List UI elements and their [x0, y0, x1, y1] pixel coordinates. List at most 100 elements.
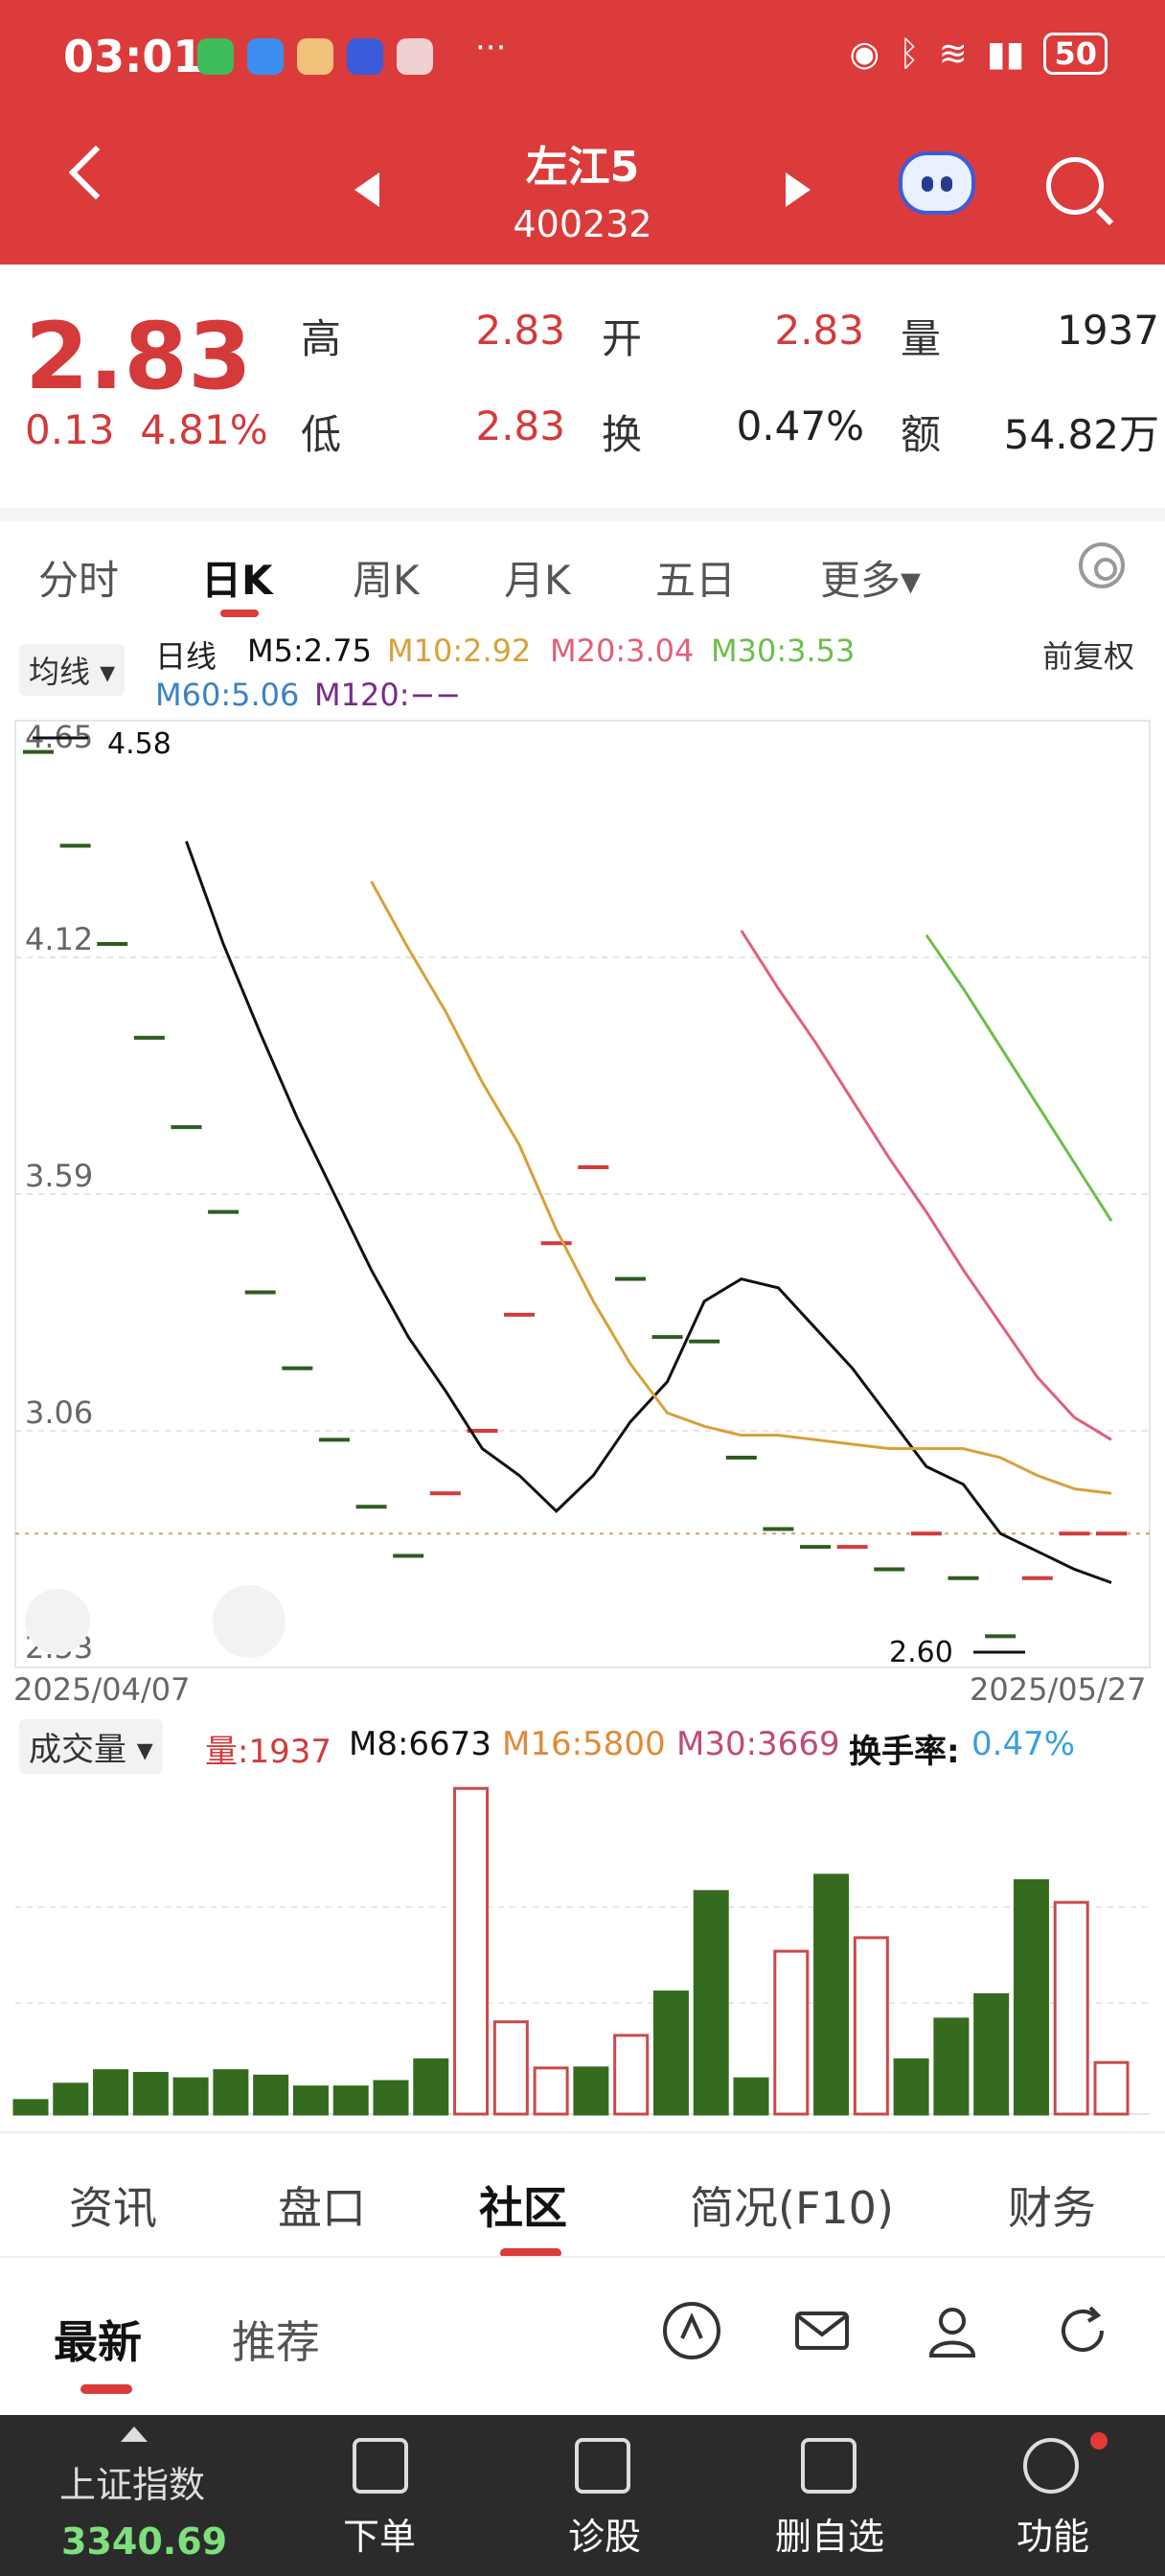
vol-m16: M16:5800 — [502, 1725, 666, 1763]
avg-line-selector[interactable]: 均线 ▾ — [19, 644, 126, 696]
remove-watchlist-icon[interactable] — [801, 2438, 857, 2494]
turnover-rate-value: 0.47% — [971, 1725, 1076, 1763]
price-change: 0.13 4.81% — [25, 406, 268, 453]
volume-bar — [733, 2077, 769, 2116]
function-icon[interactable] — [1023, 2438, 1079, 2494]
index-value: 3340.69 — [61, 2520, 228, 2563]
y-tick-label: 4.12 — [25, 921, 93, 957]
low-label: 低 — [301, 411, 342, 458]
mail-icon[interactable] — [791, 2300, 853, 2361]
m5-value: M5:2.75 — [247, 632, 372, 669]
status-app-icons — [197, 38, 433, 75]
volume-bar — [813, 1874, 850, 2116]
volume-bar — [693, 1890, 729, 2116]
search-icon[interactable] — [1046, 157, 1104, 215]
low-value: 2.83 — [475, 402, 565, 449]
tab-monthly-k[interactable]: 月K — [504, 557, 571, 604]
turnover-rate-label: 换手率: — [849, 1733, 960, 1771]
expand-left-button — [25, 1589, 90, 1654]
low-marker: 2.60 — [889, 1636, 953, 1669]
m20-value: M20:3.04 — [550, 632, 695, 669]
volume-bar — [853, 1936, 889, 2116]
volume-bar — [332, 2085, 369, 2116]
eye-icon: ◉ — [849, 34, 880, 74]
tab-weekly-k[interactable]: 周K — [353, 557, 420, 604]
volume-bar — [93, 2069, 129, 2116]
index-name[interactable]: 上证指数 — [59, 2464, 206, 2506]
y-tick-label: 3.06 — [25, 1394, 93, 1431]
info-tabs: 资讯 盘口 社区 简况(F10) 财务 — [0, 2131, 1165, 2258]
refresh-icon[interactable] — [1052, 2300, 1113, 2361]
tab-f10[interactable]: 简况(F10) — [690, 2182, 894, 2234]
volume-bar — [453, 1786, 490, 2116]
volume-label: 量 — [901, 315, 942, 362]
fullscreen-button — [213, 1585, 286, 1658]
high-marker: 4.58 — [107, 727, 171, 761]
stock-code: 400232 — [513, 203, 652, 245]
divider — [0, 508, 1165, 521]
volume-bar — [933, 2017, 970, 2116]
nav-remove-watchlist[interactable]: 删自选 — [774, 2516, 884, 2558]
app-icon — [297, 38, 333, 75]
tab-intraday[interactable]: 分时 — [38, 557, 120, 604]
settings-icon[interactable] — [1079, 542, 1125, 588]
post-icon[interactable] — [661, 2300, 722, 2361]
volume-bar — [492, 2020, 529, 2116]
m30-value: M30:3.53 — [711, 632, 856, 669]
nav-function[interactable]: 功能 — [1016, 2516, 1089, 2558]
volume-bar — [652, 1990, 689, 2116]
nav-order[interactable]: 下单 — [342, 2516, 416, 2558]
volume-bar — [1093, 2060, 1130, 2116]
order-icon[interactable] — [353, 2438, 408, 2494]
quote-panel: 2.83 0.13 4.81% 高 2.83 开 2.83 量 1937 低 2… — [0, 264, 1165, 508]
app-icon — [347, 38, 383, 75]
volume-bar — [373, 2080, 409, 2116]
signal-icon: ▮▮ — [986, 34, 1025, 74]
tab-latest[interactable]: 最新 — [54, 2316, 142, 2368]
m120-value: M120:−− — [314, 677, 462, 713]
volume-bar — [1053, 1900, 1089, 2116]
tab-daily-k[interactable]: 日K — [201, 557, 273, 604]
tab-underline — [500, 2248, 561, 2258]
volume-value: 1937 — [1057, 307, 1159, 354]
volume-bar — [973, 1992, 1010, 2116]
battery-icon: 50 — [1043, 33, 1108, 75]
vol-m30: M30:3669 — [676, 1725, 840, 1763]
volume-bar — [253, 2074, 289, 2116]
high-label: 高 — [301, 315, 342, 362]
volume-selector[interactable]: 成交量 ▾ — [19, 1719, 163, 1774]
tab-community[interactable]: 社区 — [479, 2182, 567, 2234]
expand-icon[interactable] — [121, 2426, 148, 2442]
ma-line-m5 — [185, 840, 1112, 1584]
tab-recommend[interactable]: 推荐 — [232, 2316, 320, 2368]
m60-value: M60:5.06 — [155, 677, 300, 713]
volume-bar — [213, 2069, 249, 2116]
tab-market[interactable]: 盘口 — [278, 2182, 366, 2234]
m10-value: M10:2.92 — [387, 632, 532, 669]
diagnose-icon[interactable] — [575, 2438, 630, 2494]
volume-bar — [893, 2058, 929, 2116]
end-date: 2025/05/27 — [970, 1671, 1147, 1708]
volume-bar — [292, 2085, 329, 2116]
tab-five-day[interactable]: 五日 — [655, 557, 737, 604]
tab-underline — [220, 610, 259, 617]
tab-more[interactable]: 更多▾ — [820, 557, 922, 604]
volume-bar — [533, 2066, 569, 2116]
nav-diagnose[interactable]: 诊股 — [567, 2516, 641, 2558]
adjust-mode[interactable]: 前复权 — [1042, 638, 1135, 675]
y-tick-label: 3.59 — [25, 1158, 93, 1194]
prev-stock-icon[interactable] — [354, 172, 379, 207]
turnover-value: 0.47% — [736, 402, 864, 449]
volume-bar — [12, 2099, 49, 2116]
next-stock-icon[interactable] — [786, 172, 811, 207]
volume-bar — [773, 1949, 810, 2116]
period-tabs: 分时 日K 周K 月K 五日 更多▾ — [0, 521, 1165, 621]
bluetooth-icon: ᛒ — [899, 34, 920, 74]
subtab-underline — [80, 2384, 132, 2394]
volume-bar — [172, 2077, 209, 2116]
tab-news[interactable]: 资讯 — [69, 2182, 157, 2234]
user-icon[interactable] — [922, 2300, 983, 2361]
robot-assistant-icon[interactable] — [899, 151, 975, 215]
tab-finance[interactable]: 财务 — [1008, 2182, 1096, 2234]
